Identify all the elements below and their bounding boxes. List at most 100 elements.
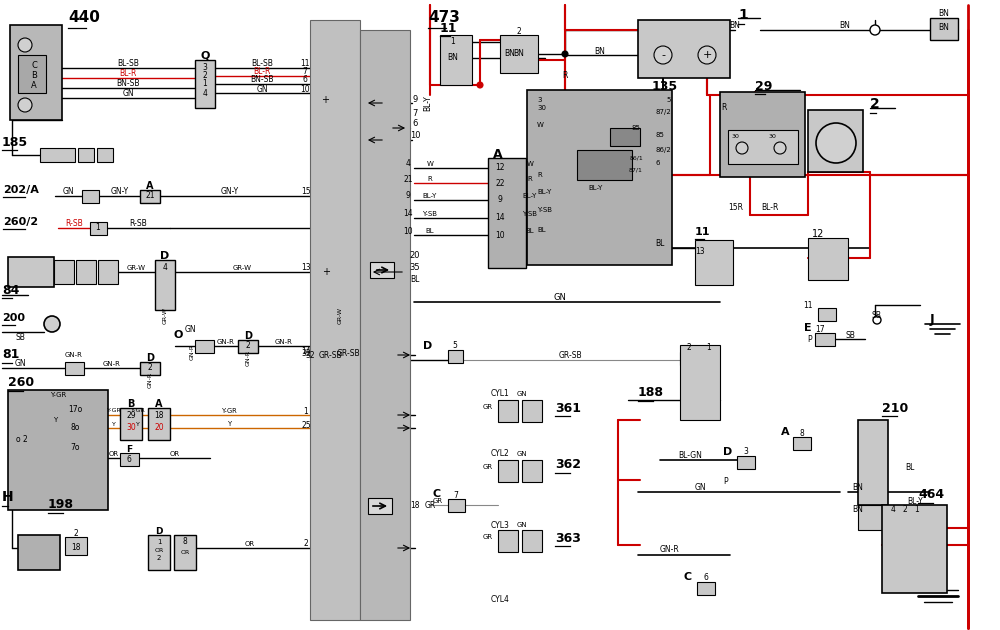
Text: 6: 6	[656, 160, 660, 166]
Circle shape	[44, 316, 60, 332]
Text: BN: BN	[840, 21, 850, 30]
Text: GN: GN	[517, 451, 527, 457]
Text: 11: 11	[695, 227, 710, 237]
Text: +: +	[322, 267, 330, 277]
Text: o 2: o 2	[16, 435, 28, 445]
Text: GR-W: GR-W	[338, 307, 342, 324]
Text: A: A	[31, 81, 37, 89]
Text: 30: 30	[126, 423, 136, 433]
Text: 85: 85	[656, 132, 665, 138]
Text: GR-W: GR-W	[162, 307, 168, 324]
Text: 17: 17	[815, 324, 825, 333]
Text: GN-Y: GN-Y	[111, 188, 129, 197]
Bar	[858, 420, 888, 505]
Text: GR-SB: GR-SB	[558, 352, 582, 360]
Text: 2: 2	[304, 539, 308, 549]
Text: 135: 135	[652, 79, 678, 93]
Bar	[140, 362, 160, 375]
Text: 7: 7	[412, 108, 418, 118]
Text: 1: 1	[451, 38, 455, 47]
Text: GN: GN	[122, 89, 134, 98]
Text: 29: 29	[755, 79, 772, 93]
Bar	[500, 35, 538, 73]
Text: Y-GR: Y-GR	[50, 392, 66, 398]
Text: 12: 12	[495, 164, 505, 173]
Text: D: D	[423, 341, 433, 351]
Text: 20: 20	[410, 251, 420, 260]
Text: CYL3: CYL3	[491, 520, 509, 529]
Text: BL: BL	[426, 228, 434, 234]
Text: 2: 2	[203, 71, 207, 81]
Text: SB: SB	[15, 333, 25, 341]
Text: H: H	[2, 490, 14, 504]
Text: D: D	[723, 447, 733, 457]
Bar	[498, 530, 518, 552]
Bar	[815, 333, 835, 346]
Text: 10: 10	[403, 227, 413, 236]
Text: 11: 11	[440, 21, 458, 35]
Text: B: B	[31, 71, 37, 79]
Bar	[310, 20, 360, 620]
Text: 210: 210	[882, 401, 908, 415]
Text: 85: 85	[632, 125, 640, 131]
Bar	[148, 408, 170, 440]
Text: GN: GN	[554, 294, 566, 302]
Text: O: O	[173, 330, 183, 340]
Text: 464: 464	[918, 488, 944, 501]
Text: BN: BN	[514, 50, 524, 59]
Bar	[720, 92, 805, 177]
Text: D: D	[160, 251, 170, 261]
Text: 9: 9	[412, 94, 418, 103]
Text: 6: 6	[412, 120, 418, 129]
Text: Y-GR: Y-GR	[107, 408, 121, 413]
Text: GN: GN	[62, 188, 74, 197]
Text: GN-R: GN-R	[246, 350, 250, 366]
Text: SB: SB	[845, 331, 855, 340]
Text: Y-SB: Y-SB	[422, 211, 438, 217]
Bar	[700, 352, 718, 365]
Text: A: A	[781, 427, 789, 437]
Text: GN-R: GN-R	[65, 352, 83, 358]
Text: 30: 30	[537, 105, 546, 111]
Bar	[76, 260, 96, 284]
Circle shape	[18, 38, 32, 52]
Text: 18: 18	[410, 501, 420, 510]
Text: D: D	[244, 331, 252, 341]
Bar	[148, 535, 170, 570]
Text: 1: 1	[157, 539, 161, 545]
Text: Y: Y	[53, 417, 57, 423]
Text: C: C	[31, 60, 37, 69]
Text: Y-GR: Y-GR	[222, 408, 238, 414]
Text: 4: 4	[203, 89, 207, 98]
Text: BL-GN: BL-GN	[678, 450, 702, 459]
Text: GN: GN	[14, 358, 26, 367]
Text: BL-SB: BL-SB	[117, 59, 139, 69]
Bar	[680, 345, 720, 420]
Text: 17o: 17o	[68, 406, 82, 415]
Text: 12: 12	[812, 229, 824, 239]
Text: BL-R: BL-R	[253, 67, 271, 76]
Circle shape	[18, 98, 32, 112]
Text: GN: GN	[694, 483, 706, 493]
Circle shape	[870, 25, 880, 35]
Bar	[498, 400, 518, 422]
Text: Y-SB: Y-SB	[522, 211, 538, 217]
Text: BN: BN	[853, 483, 863, 493]
Bar	[808, 110, 863, 172]
Text: 202/A: 202/A	[3, 185, 39, 195]
Text: GN-R: GN-R	[275, 339, 293, 345]
Text: 3: 3	[537, 97, 542, 103]
Text: GN: GN	[517, 391, 527, 397]
Circle shape	[873, 316, 881, 324]
Text: 14: 14	[301, 348, 311, 357]
Text: GN-R: GN-R	[217, 339, 235, 345]
Text: BN: BN	[939, 9, 949, 18]
Bar	[195, 340, 214, 353]
Text: A: A	[155, 399, 163, 409]
Text: GN-R: GN-R	[660, 546, 680, 554]
Text: R: R	[528, 176, 532, 182]
Bar	[808, 238, 848, 280]
Text: 3: 3	[744, 447, 748, 457]
Text: GR-SB: GR-SB	[318, 352, 342, 360]
Text: +: +	[321, 95, 329, 105]
